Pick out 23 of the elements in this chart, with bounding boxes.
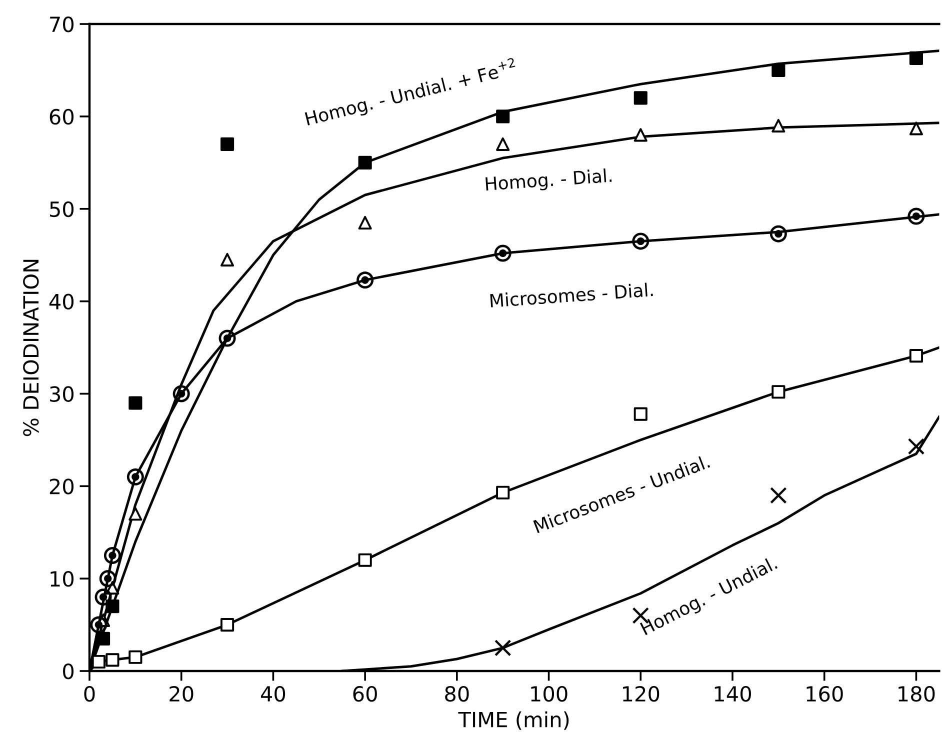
x-tick-label: 60 bbox=[353, 686, 377, 702]
x-tick-label: 0 bbox=[84, 686, 95, 702]
y-tick-label: 0 bbox=[63, 663, 74, 680]
x-tick-label: 120 bbox=[623, 686, 660, 702]
x-tick-label: 40 bbox=[260, 686, 286, 702]
x-tick-label: 100 bbox=[531, 686, 568, 702]
x-tick-label: 180 bbox=[898, 686, 935, 702]
y-tick-label: 40 bbox=[49, 294, 74, 310]
text: Homog. - Undial. + Fe$^{+2}$ bbox=[304, 57, 518, 130]
y-tick-label: 70 bbox=[50, 16, 74, 32]
y-tick-label: 60 bbox=[50, 108, 74, 125]
x-tick-label: 160 bbox=[806, 686, 843, 702]
x-axis-title: TIME (min) bbox=[458, 711, 569, 730]
y-axis-title: % DEIODINATION bbox=[23, 260, 39, 436]
y-tick-label: 10 bbox=[50, 571, 74, 587]
y-tick-label: 20 bbox=[50, 478, 74, 494]
x-tick-label: 80 bbox=[445, 686, 469, 702]
x-tick-label: 20 bbox=[170, 686, 194, 702]
x-tick-label: 140 bbox=[714, 686, 751, 702]
series-label: Microsomes - Dial. bbox=[490, 282, 653, 308]
y-tick-label: 30 bbox=[50, 386, 74, 402]
series-label: Homog. - Dial. bbox=[486, 168, 612, 194]
y-tick-label: 50 bbox=[50, 201, 74, 218]
